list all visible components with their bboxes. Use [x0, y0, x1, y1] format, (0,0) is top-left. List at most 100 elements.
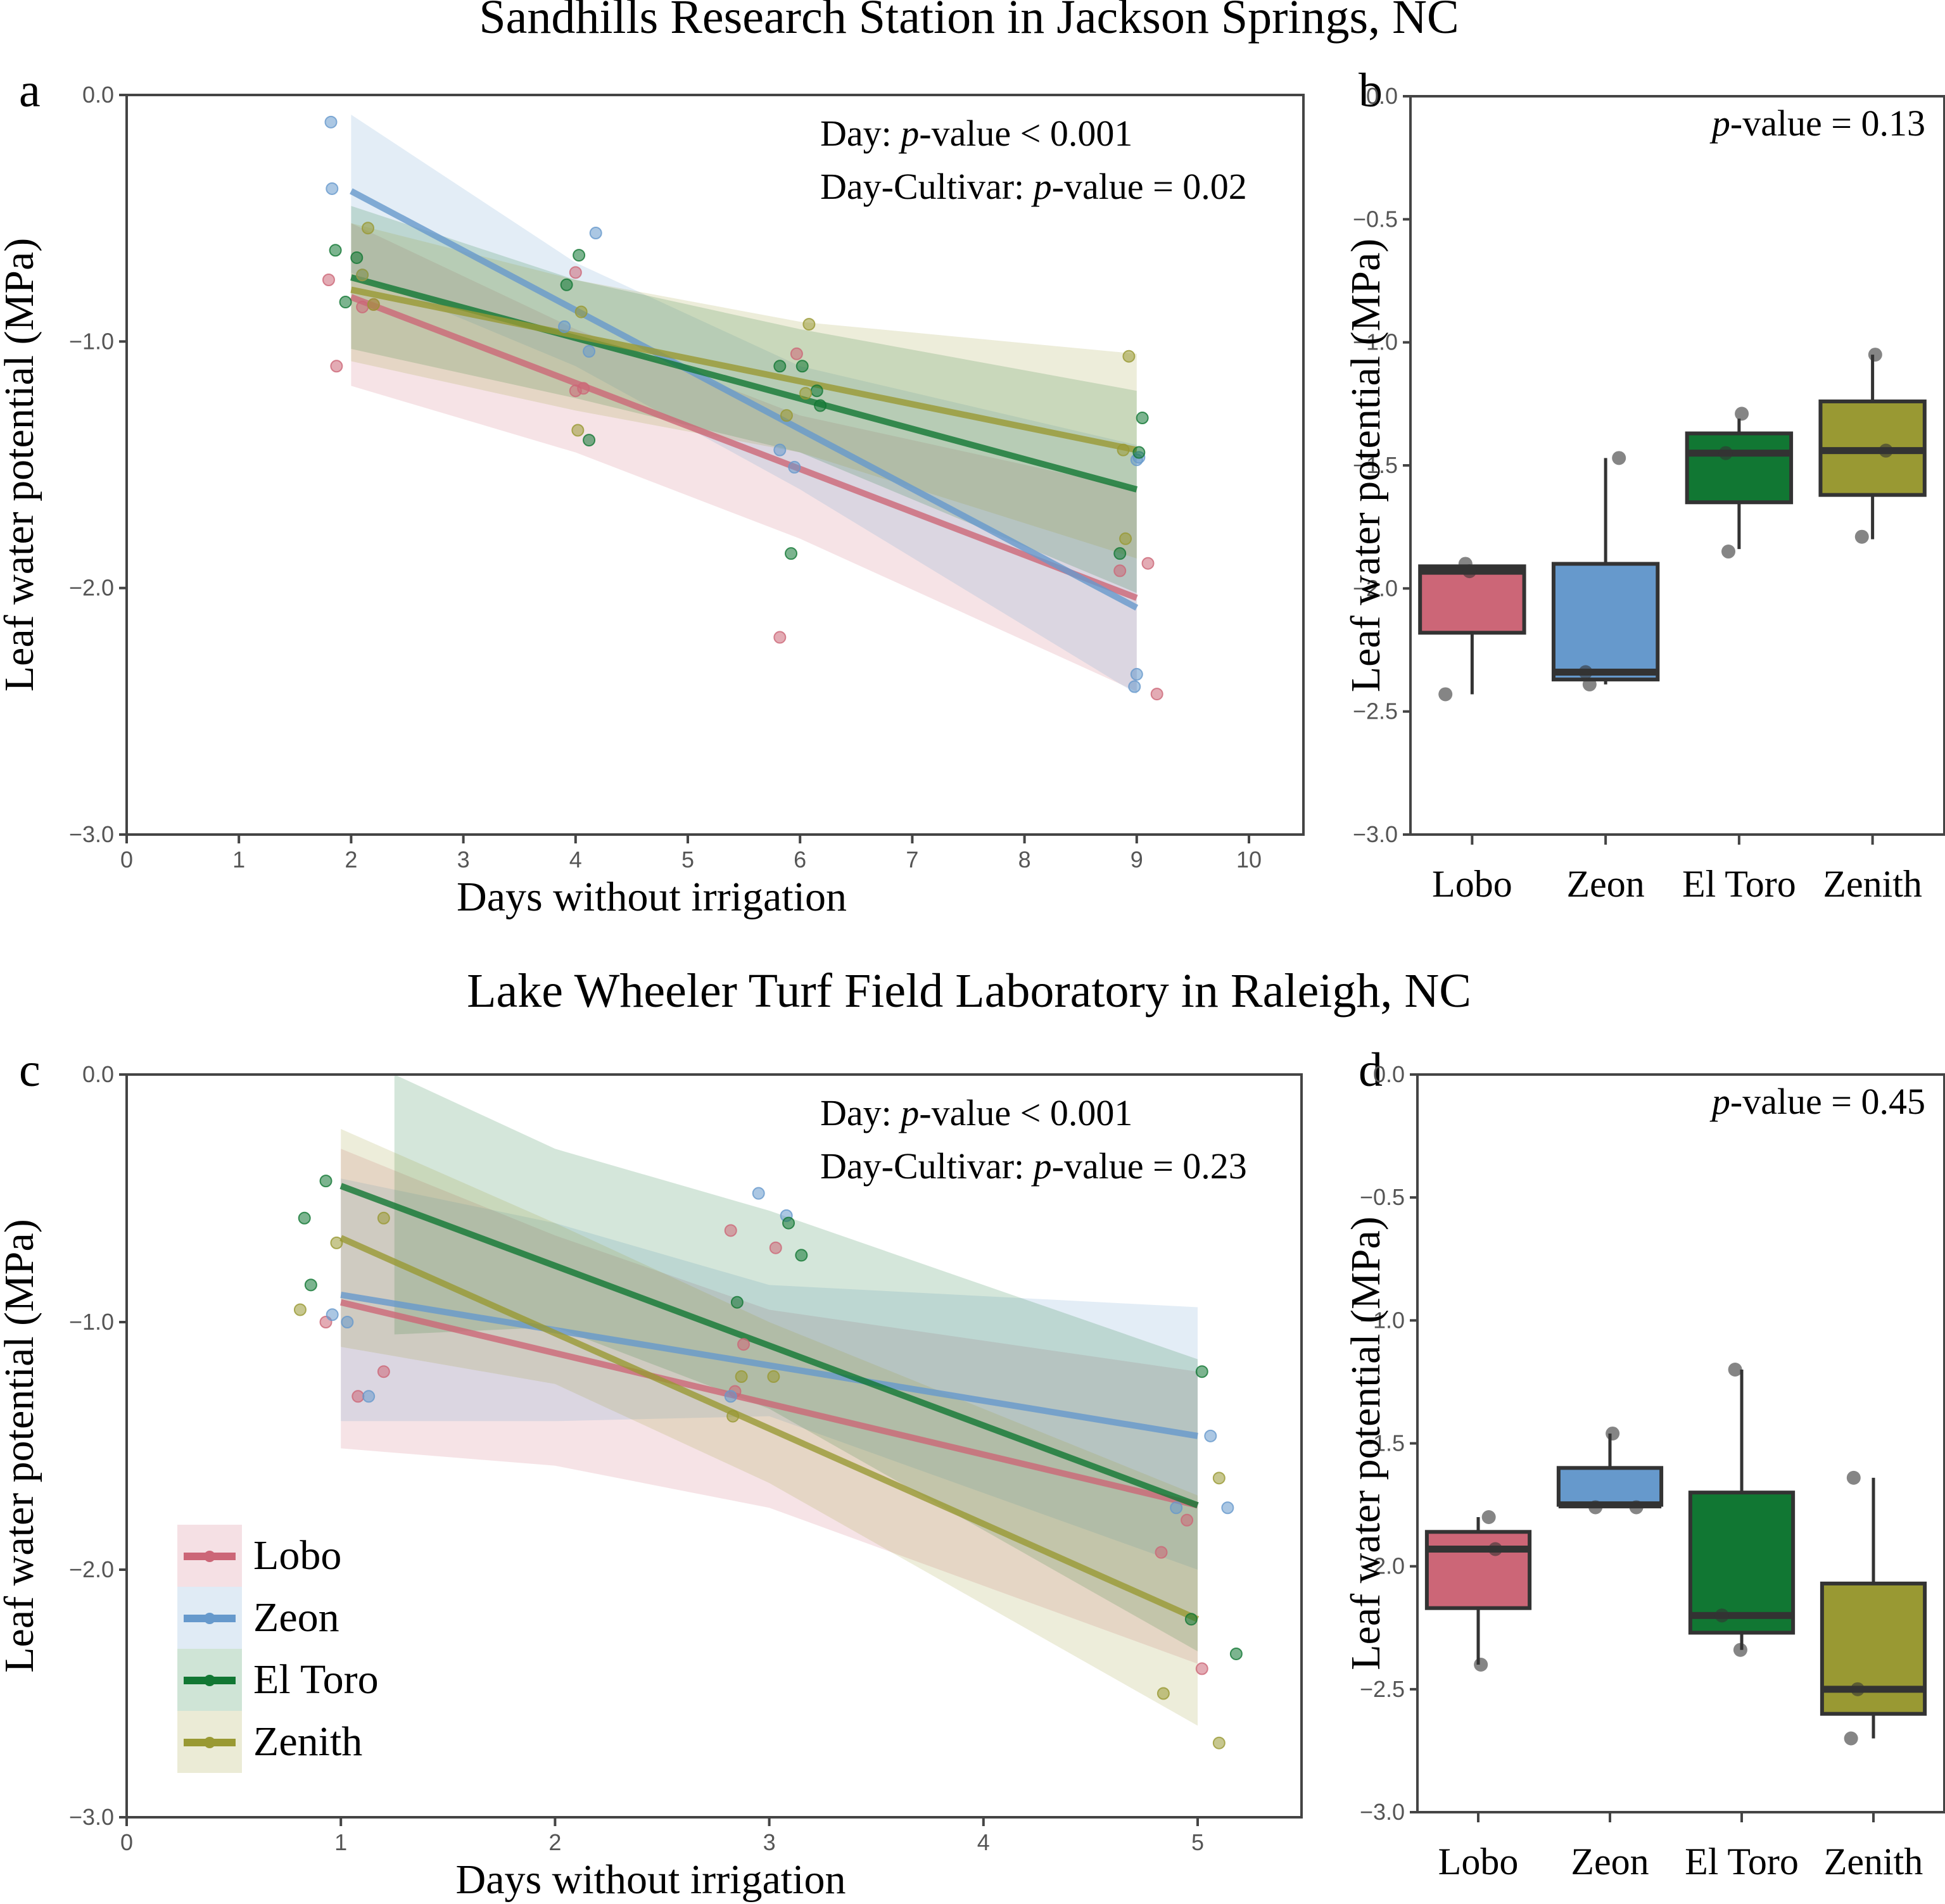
x-tick-label: 5 — [681, 847, 694, 873]
box-point-el-toro — [1735, 407, 1749, 421]
y-tick-label: −2.5 — [1353, 698, 1398, 724]
data-point-lobo — [356, 300, 369, 313]
plot-frame — [125, 1073, 1303, 1819]
data-point-lobo — [577, 382, 590, 395]
data-point-zenith — [571, 424, 585, 437]
y-tick-label: −3.0 — [69, 1804, 114, 1830]
x-tick-label: 5 — [1191, 1829, 1204, 1855]
ci-band-zenith — [351, 223, 1137, 558]
panel-c-regression: c 0 1 2 3 4 5 Days without irrigation 0.0 −1.0 −2.… — [0, 1043, 1303, 1903]
section-title-lake-wheeler: Lake Wheeler Turf Field Laboratory in Ra… — [467, 964, 1471, 1018]
data-point-lobo — [1181, 1513, 1194, 1527]
p-value-annotation: Day: p-value < 0.001 — [820, 113, 1132, 154]
y-tick-label: −1.0 — [1360, 1307, 1405, 1333]
box-point-zeon — [1612, 451, 1626, 465]
fit-line-zenith — [350, 286, 1137, 453]
fit-line-zenith — [339, 1235, 1200, 1622]
data-point-zeon — [324, 115, 338, 129]
data-point-el-toro — [319, 1175, 333, 1188]
fit-line-zeon — [340, 1292, 1198, 1439]
legend: Lobo Zeon El Toro Zenith — [177, 1525, 379, 1773]
data-point-el-toro — [795, 360, 809, 373]
category-label-zenith: Zenith — [1823, 863, 1922, 905]
data-point-lobo — [1150, 688, 1163, 701]
data-point-lobo — [1195, 1662, 1208, 1675]
y-axis-label: Leaf water potential (MPa) — [0, 1219, 42, 1673]
data-point-lobo — [377, 1365, 390, 1378]
box-point-el-toro — [1714, 1608, 1729, 1623]
x-tick-label: 9 — [1131, 847, 1143, 873]
box-point-el-toro — [1728, 1363, 1742, 1377]
box-point-zeon — [1578, 665, 1593, 679]
y-tick-label: −2.0 — [1353, 575, 1398, 601]
data-point-zeon — [326, 182, 339, 195]
data-point-lobo — [1155, 1546, 1168, 1559]
category-label-zenith: Zenith — [1824, 1841, 1923, 1882]
data-point-el-toro — [1113, 547, 1127, 560]
p-value-annotation: Day: p-value < 0.001 — [820, 1092, 1132, 1133]
data-point-zenith — [1119, 532, 1132, 545]
data-point-lobo — [322, 274, 335, 286]
data-point-zenith — [780, 409, 793, 422]
data-point-zenith — [767, 1370, 780, 1384]
fit-line-zeon — [350, 188, 1139, 611]
data-point-zenith — [1156, 1687, 1170, 1700]
data-point-zenith — [330, 1236, 343, 1249]
p-value-annotation: p-value = 0.45 — [1709, 1081, 1925, 1122]
box-zeon — [1556, 1466, 1664, 1507]
box-el-toro — [1688, 1491, 1796, 1635]
y-tick-label: 0.0 — [82, 1061, 114, 1087]
panel-letter: c — [19, 1043, 41, 1097]
data-point-zeon — [1128, 680, 1141, 693]
data-point-zeon — [1130, 667, 1143, 681]
box-point-zenith — [1844, 1731, 1858, 1746]
plot-frame — [125, 94, 1305, 836]
data-point-el-toro — [560, 278, 573, 291]
box-point-lobo — [1481, 1510, 1496, 1524]
category-label-zeon: Zeon — [1566, 863, 1644, 905]
data-point-zeon — [326, 1308, 339, 1321]
data-point-zenith — [799, 387, 813, 400]
data-point-zeon — [724, 1390, 737, 1403]
data-point-zenith — [1117, 443, 1130, 457]
data-point-zenith — [361, 222, 374, 235]
category-label-zeon: Zeon — [1571, 1841, 1649, 1882]
data-point-zeon — [558, 320, 571, 333]
y-tick-label: −2.0 — [1360, 1553, 1405, 1579]
panel-letter: b — [1359, 64, 1383, 117]
box-point-zenith — [1868, 348, 1882, 362]
x-tick-label: 7 — [906, 847, 918, 873]
y-tick-label: 0.0 — [82, 82, 114, 108]
box-point-lobo — [1474, 1658, 1488, 1672]
y-tick-label: −3.0 — [1360, 1799, 1405, 1825]
legend-marker-el-toro — [204, 1675, 215, 1686]
box-el-toro — [1685, 431, 1794, 505]
box-point-zeon — [1582, 677, 1597, 691]
box-point-lobo — [1438, 687, 1453, 702]
data-point-zeon — [752, 1187, 765, 1200]
x-tick-label: 1 — [334, 1829, 347, 1855]
y-tick-label: −3.0 — [69, 821, 114, 847]
panel-letter: d — [1359, 1043, 1383, 1097]
box-point-zeon — [1606, 1426, 1620, 1441]
fit-line-el-toro — [350, 274, 1138, 493]
data-point-lobo — [790, 347, 803, 360]
box-point-el-toro — [1718, 446, 1733, 460]
data-point-el-toro — [814, 399, 827, 412]
fit-line-lobo — [340, 1299, 1199, 1509]
y-tick-label: −2.0 — [69, 1556, 114, 1582]
data-point-zeon — [589, 227, 602, 240]
data-point-zeon — [1204, 1429, 1217, 1442]
legend-marker-zenith — [204, 1737, 215, 1748]
data-point-lobo — [1113, 564, 1127, 577]
data-point-el-toro — [298, 1211, 311, 1225]
data-point-zenith — [574, 305, 588, 318]
data-point-zeon — [583, 344, 596, 358]
box-point-zenith — [1846, 1470, 1861, 1485]
x-tick-label: 4 — [977, 1829, 990, 1855]
data-point-zenith — [1212, 1472, 1226, 1485]
x-tick-label: 0 — [120, 847, 133, 873]
x-tick-label: 10 — [1236, 847, 1262, 873]
x-tick-label: 8 — [1018, 847, 1031, 873]
